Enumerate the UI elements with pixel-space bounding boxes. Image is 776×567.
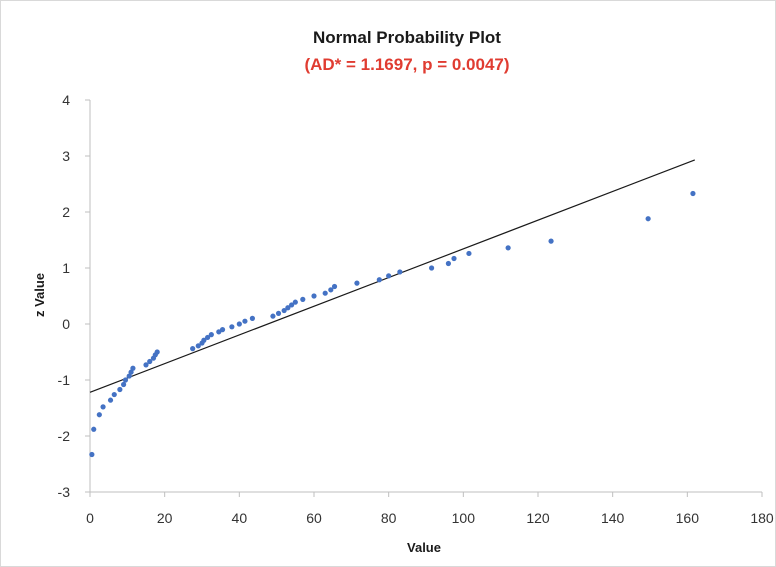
data-point xyxy=(219,327,226,333)
data-point xyxy=(289,302,295,308)
data-points xyxy=(89,190,696,458)
data-point xyxy=(126,373,132,379)
data-point xyxy=(249,315,255,321)
data-point xyxy=(300,296,306,302)
x-tick-label: 140 xyxy=(601,510,625,526)
fit-line xyxy=(89,159,696,393)
x-tick-label: 160 xyxy=(676,510,700,526)
y-axis-title: z Value xyxy=(32,273,47,317)
data-point xyxy=(429,265,435,271)
data-point xyxy=(205,334,211,341)
data-point xyxy=(285,305,291,311)
data-point xyxy=(386,273,392,279)
data-point xyxy=(107,397,114,403)
data-point xyxy=(229,324,235,330)
x-tick-label: 100 xyxy=(452,510,476,526)
data-point xyxy=(89,451,95,458)
data-point xyxy=(117,386,123,393)
data-point xyxy=(216,329,222,335)
data-point xyxy=(242,318,248,324)
data-point xyxy=(236,321,242,327)
x-tick-labels: 0 20 40 60 80 100 120 140 160 180 xyxy=(86,510,774,526)
data-point xyxy=(143,362,149,368)
data-point xyxy=(328,287,334,293)
y-tick-label: 1 xyxy=(62,260,70,276)
data-point xyxy=(292,299,298,305)
y-tick-label: 2 xyxy=(62,204,70,220)
data-point xyxy=(208,332,214,338)
x-tick-label: 20 xyxy=(157,510,173,526)
x-tick-label: 60 xyxy=(306,510,322,526)
data-point xyxy=(100,404,106,410)
data-point xyxy=(96,412,102,418)
data-point xyxy=(548,238,554,244)
data-point xyxy=(190,346,196,352)
x-axis-title: Value xyxy=(407,540,441,555)
data-point xyxy=(270,313,276,319)
data-point xyxy=(505,245,511,251)
y-tick-label: -2 xyxy=(58,428,71,444)
data-point xyxy=(201,337,207,343)
x-tick-label: 40 xyxy=(232,510,248,526)
data-point xyxy=(128,369,134,375)
data-point xyxy=(281,307,287,314)
axes xyxy=(85,99,763,497)
chart-subtitle: (AD* = 1.1697, p = 0.0047) xyxy=(304,55,509,74)
y-tick-label: -3 xyxy=(58,484,71,500)
data-point xyxy=(195,343,201,349)
y-tick-label: -1 xyxy=(58,372,71,388)
x-tick-label: 120 xyxy=(526,510,550,526)
data-point xyxy=(154,349,160,355)
y-tick-label: 0 xyxy=(62,316,70,332)
data-point xyxy=(122,377,129,383)
x-tick-label: 80 xyxy=(381,510,397,526)
data-point xyxy=(451,255,457,262)
data-point xyxy=(397,269,403,275)
data-point xyxy=(121,381,127,388)
data-point xyxy=(376,277,382,283)
x-tick-label: 180 xyxy=(750,510,774,526)
data-point xyxy=(91,426,97,432)
data-point xyxy=(445,260,451,267)
chart-title: Normal Probability Plot xyxy=(313,28,501,47)
data-point xyxy=(147,358,153,365)
y-tick-label: 3 xyxy=(62,148,70,164)
data-point xyxy=(690,190,696,197)
data-point xyxy=(111,391,117,398)
data-point xyxy=(331,283,338,290)
x-tick-label: 0 xyxy=(86,510,94,526)
y-tick-label: 4 xyxy=(62,92,70,108)
data-point xyxy=(130,365,136,371)
data-point xyxy=(645,216,651,222)
data-point xyxy=(275,310,282,316)
data-point xyxy=(466,250,472,257)
data-point xyxy=(322,290,328,296)
fit-line-group xyxy=(89,159,696,393)
y-tick-labels: -3 -2 -1 0 1 2 3 4 xyxy=(58,92,71,500)
data-point xyxy=(311,293,317,299)
data-point xyxy=(354,280,360,286)
